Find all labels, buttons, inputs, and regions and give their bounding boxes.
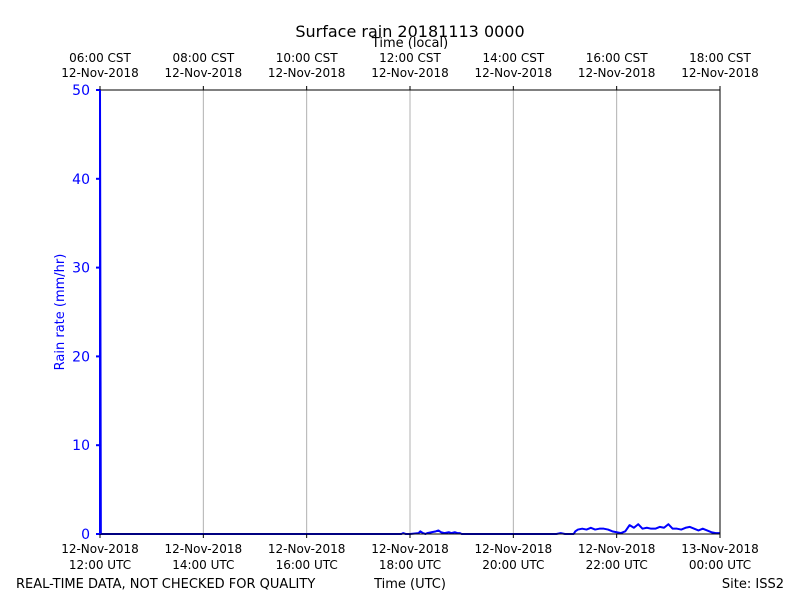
x2-tick-label-date: 12-Nov-2018 bbox=[268, 66, 346, 80]
x-tick-label-time: 00:00 UTC bbox=[689, 558, 751, 572]
x-tick-label-date: 12-Nov-2018 bbox=[61, 542, 139, 556]
x-tick-label-date: 12-Nov-2018 bbox=[165, 542, 243, 556]
x-tick-label-time: 14:00 UTC bbox=[172, 558, 234, 572]
x-tick-label-date: 12-Nov-2018 bbox=[578, 542, 656, 556]
x2-tick-label-date: 12-Nov-2018 bbox=[165, 66, 243, 80]
x2-tick-label-time: 16:00 CST bbox=[586, 51, 648, 65]
y-axis-label: Rain rate (mm/hr) bbox=[53, 254, 68, 371]
x2-tick-label-date: 12-Nov-2018 bbox=[681, 66, 759, 80]
x2-tick-label-time: 10:00 CST bbox=[276, 51, 338, 65]
x-axis-bottom: 12-Nov-2018 12:00 UTC 12-Nov-2018 14:00 UTC… bbox=[61, 534, 759, 572]
chart-title: Surface rain 20181113 0000 bbox=[295, 22, 524, 41]
x2-tick-label-time: 14:00 CST bbox=[482, 51, 544, 65]
x-tick-label-date: 12-Nov-2018 bbox=[268, 542, 346, 556]
x-tick-label-time: 16:00 UTC bbox=[276, 558, 338, 572]
x2-tick-label-time: 12:00 CST bbox=[379, 51, 441, 65]
x-tick-label-time: 18:00 UTC bbox=[379, 558, 441, 572]
footer-disclaimer: REAL-TIME DATA, NOT CHECKED FOR QUALITY bbox=[16, 577, 315, 592]
y-tick-label: 20 bbox=[72, 349, 90, 365]
x2-tick-label-date: 12-Nov-2018 bbox=[371, 66, 449, 80]
x2-tick-label-date: 12-Nov-2018 bbox=[578, 66, 656, 80]
x2-tick-label-time: 06:00 CST bbox=[69, 51, 131, 65]
x-axis-label: Time (UTC) bbox=[373, 577, 446, 592]
x2-tick-label-date: 12-Nov-2018 bbox=[475, 66, 553, 80]
y-axis: 0 10 20 30 40 50 bbox=[72, 83, 101, 543]
y-tick-label: 0 bbox=[81, 527, 90, 543]
x-tick-label-date: 13-Nov-2018 bbox=[681, 542, 759, 556]
x-tick-label-time: 12:00 UTC bbox=[69, 558, 131, 572]
y-tick-label: 40 bbox=[72, 172, 90, 188]
y-tick-label: 30 bbox=[72, 261, 90, 277]
x-tick-label-date: 12-Nov-2018 bbox=[475, 542, 553, 556]
x2-tick-label-time: 08:00 CST bbox=[172, 51, 234, 65]
y-tick-label: 50 bbox=[72, 83, 90, 99]
grid-lines bbox=[202, 90, 618, 534]
x-tick-label-time: 22:00 UTC bbox=[586, 558, 648, 572]
x2-tick-label-time: 18:00 CST bbox=[689, 51, 751, 65]
x-tick-label-time: 20:00 UTC bbox=[482, 558, 544, 572]
y-tick-label: 10 bbox=[72, 438, 90, 454]
footer-site: Site: ISS2 bbox=[722, 577, 784, 592]
x2-tick-label-date: 12-Nov-2018 bbox=[61, 66, 139, 80]
top-axis-label: Time (local) bbox=[371, 36, 448, 51]
x-tick-label-date: 12-Nov-2018 bbox=[371, 542, 449, 556]
